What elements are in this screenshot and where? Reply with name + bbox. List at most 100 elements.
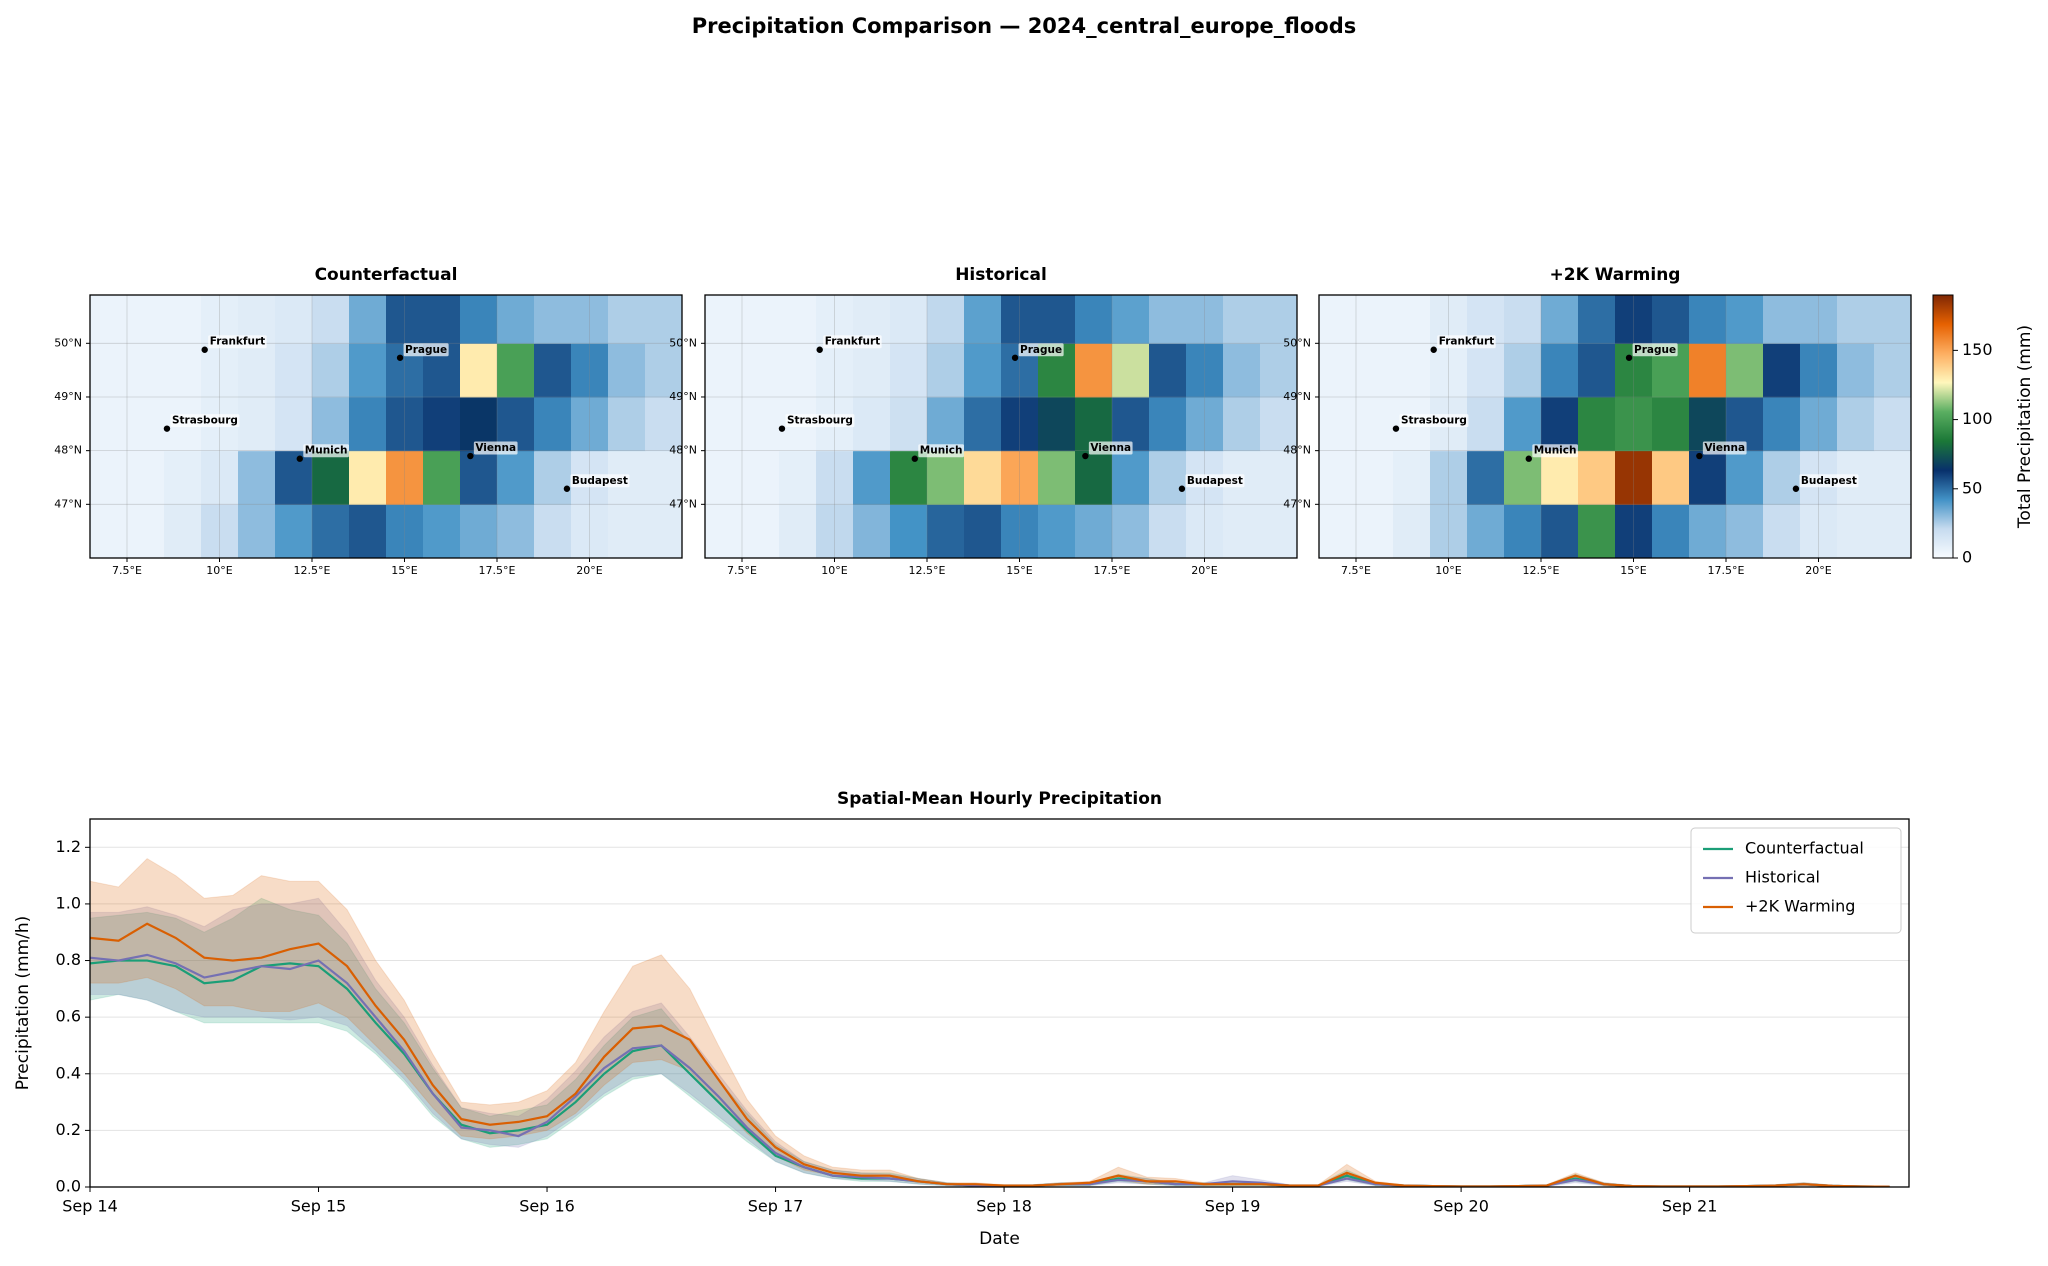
heat-cell — [1874, 504, 1911, 558]
y-tick-label: 50°N — [1283, 336, 1311, 349]
heat-cell — [1837, 295, 1875, 344]
city-label: Vienna — [1090, 442, 1131, 454]
heat-cell — [890, 396, 928, 452]
y-tick-label: 47°N — [1283, 497, 1311, 510]
heat-cell — [127, 450, 165, 505]
heat-cell — [1874, 343, 1911, 398]
city-label: Prague — [1020, 344, 1062, 356]
heat-cell — [853, 396, 891, 452]
city-label-bg — [403, 343, 449, 357]
x-tick-label: 12.5°E — [1523, 564, 1560, 577]
heat-cell — [201, 450, 239, 505]
city-marker — [1625, 354, 1633, 361]
heat-cell — [1467, 450, 1505, 505]
legend-label: Historical — [1745, 868, 1820, 887]
city-marker — [163, 425, 171, 432]
heat-cell — [1319, 450, 1357, 505]
city-marker — [296, 455, 303, 462]
heat-cell — [1874, 295, 1911, 344]
heat-cell — [1186, 504, 1224, 558]
y-tick-label: 48°N — [1283, 444, 1311, 457]
heat-cell — [890, 295, 928, 344]
heat-cell — [705, 295, 743, 344]
heat-cell — [1149, 295, 1187, 344]
heat-cell — [1874, 450, 1911, 505]
heat-cell — [645, 396, 682, 452]
x-tick-label: 15°E — [391, 564, 417, 577]
heat-cell — [1726, 343, 1764, 398]
x-tick-label: 12.5°E — [909, 564, 946, 577]
x-tick-label: 17.5°E — [1708, 564, 1745, 577]
heat-cell — [275, 343, 313, 398]
heat-cell — [460, 450, 498, 505]
city-marker — [1392, 425, 1400, 432]
city-label-bg — [170, 414, 240, 428]
heat-cell — [386, 295, 424, 344]
heat-cell — [460, 504, 498, 558]
uncertainty-band — [90, 897, 1891, 1187]
heat-cell — [1800, 504, 1838, 558]
heat-cell — [1541, 450, 1579, 505]
y-tick-label: 1.0 — [56, 893, 81, 912]
heat-cell — [1763, 450, 1801, 505]
heat-cell — [386, 396, 424, 452]
heat-cell — [1186, 396, 1224, 452]
heat-cell — [1430, 343, 1468, 398]
heat-cell — [238, 343, 276, 398]
heat-cell — [349, 343, 387, 398]
legend-label: +2K Warming — [1745, 897, 1855, 916]
heat-cell — [534, 504, 572, 558]
heat-cell — [927, 504, 965, 558]
heat-cell — [1356, 343, 1394, 398]
city-label: Frankfurt — [210, 336, 265, 348]
heat-cell — [608, 343, 646, 398]
heat-cell — [1800, 343, 1838, 398]
city-marker — [1011, 354, 1019, 361]
city-label-bg — [918, 444, 964, 458]
x-tick-label: Sep 21 — [1662, 1197, 1718, 1216]
y-tick-label: 0.2 — [56, 1120, 81, 1139]
heat-cell — [497, 504, 535, 558]
heat-cell — [1393, 295, 1431, 344]
heat-cell — [1223, 343, 1261, 398]
heat-cell — [1260, 295, 1297, 344]
heat-cell — [1467, 504, 1505, 558]
heat-cell — [201, 343, 239, 398]
x-tick-label: 15°E — [1006, 564, 1032, 577]
heat-cell — [645, 504, 682, 558]
heat-cell — [1260, 450, 1297, 505]
city-label: Prague — [1634, 344, 1676, 356]
x-tick-label: 15°E — [1620, 564, 1646, 577]
heat-cell — [1001, 295, 1039, 344]
heat-cell — [1393, 343, 1431, 398]
heat-cell — [1319, 295, 1357, 344]
city-label-bg — [303, 444, 349, 458]
heat-cell — [312, 450, 350, 505]
heat-cell — [608, 295, 646, 344]
x-tick-label: 17.5°E — [479, 564, 516, 577]
y-tick-label: 49°N — [669, 390, 697, 403]
heat-cell — [534, 396, 572, 452]
heat-cell — [1112, 450, 1150, 505]
map-frame — [89, 294, 683, 559]
y-tick-label: 1.2 — [56, 837, 81, 856]
heat-cell — [349, 450, 387, 505]
heat-cell — [90, 396, 128, 452]
heat-cell — [1467, 343, 1505, 398]
heat-cell — [816, 343, 854, 398]
heat-cell — [127, 504, 165, 558]
x-tick-label: Sep 17 — [748, 1197, 804, 1216]
city-marker — [1178, 485, 1186, 492]
heat-cell — [164, 504, 202, 558]
heat-cell — [275, 450, 313, 505]
heat-cell — [90, 450, 128, 505]
map-title: Counterfactual — [315, 265, 458, 285]
city-label-bg — [1532, 444, 1578, 458]
x-tick-label: 10°E — [1435, 564, 1461, 577]
heat-cell — [927, 295, 965, 344]
heat-cell — [460, 343, 498, 398]
heat-cell — [1001, 504, 1039, 558]
heat-cell — [497, 343, 535, 398]
heat-cell — [705, 343, 743, 398]
